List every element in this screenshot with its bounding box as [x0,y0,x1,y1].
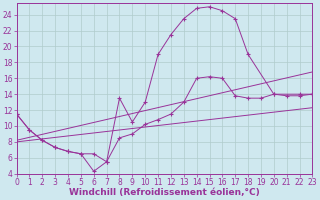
X-axis label: Windchill (Refroidissement éolien,°C): Windchill (Refroidissement éolien,°C) [69,188,260,197]
